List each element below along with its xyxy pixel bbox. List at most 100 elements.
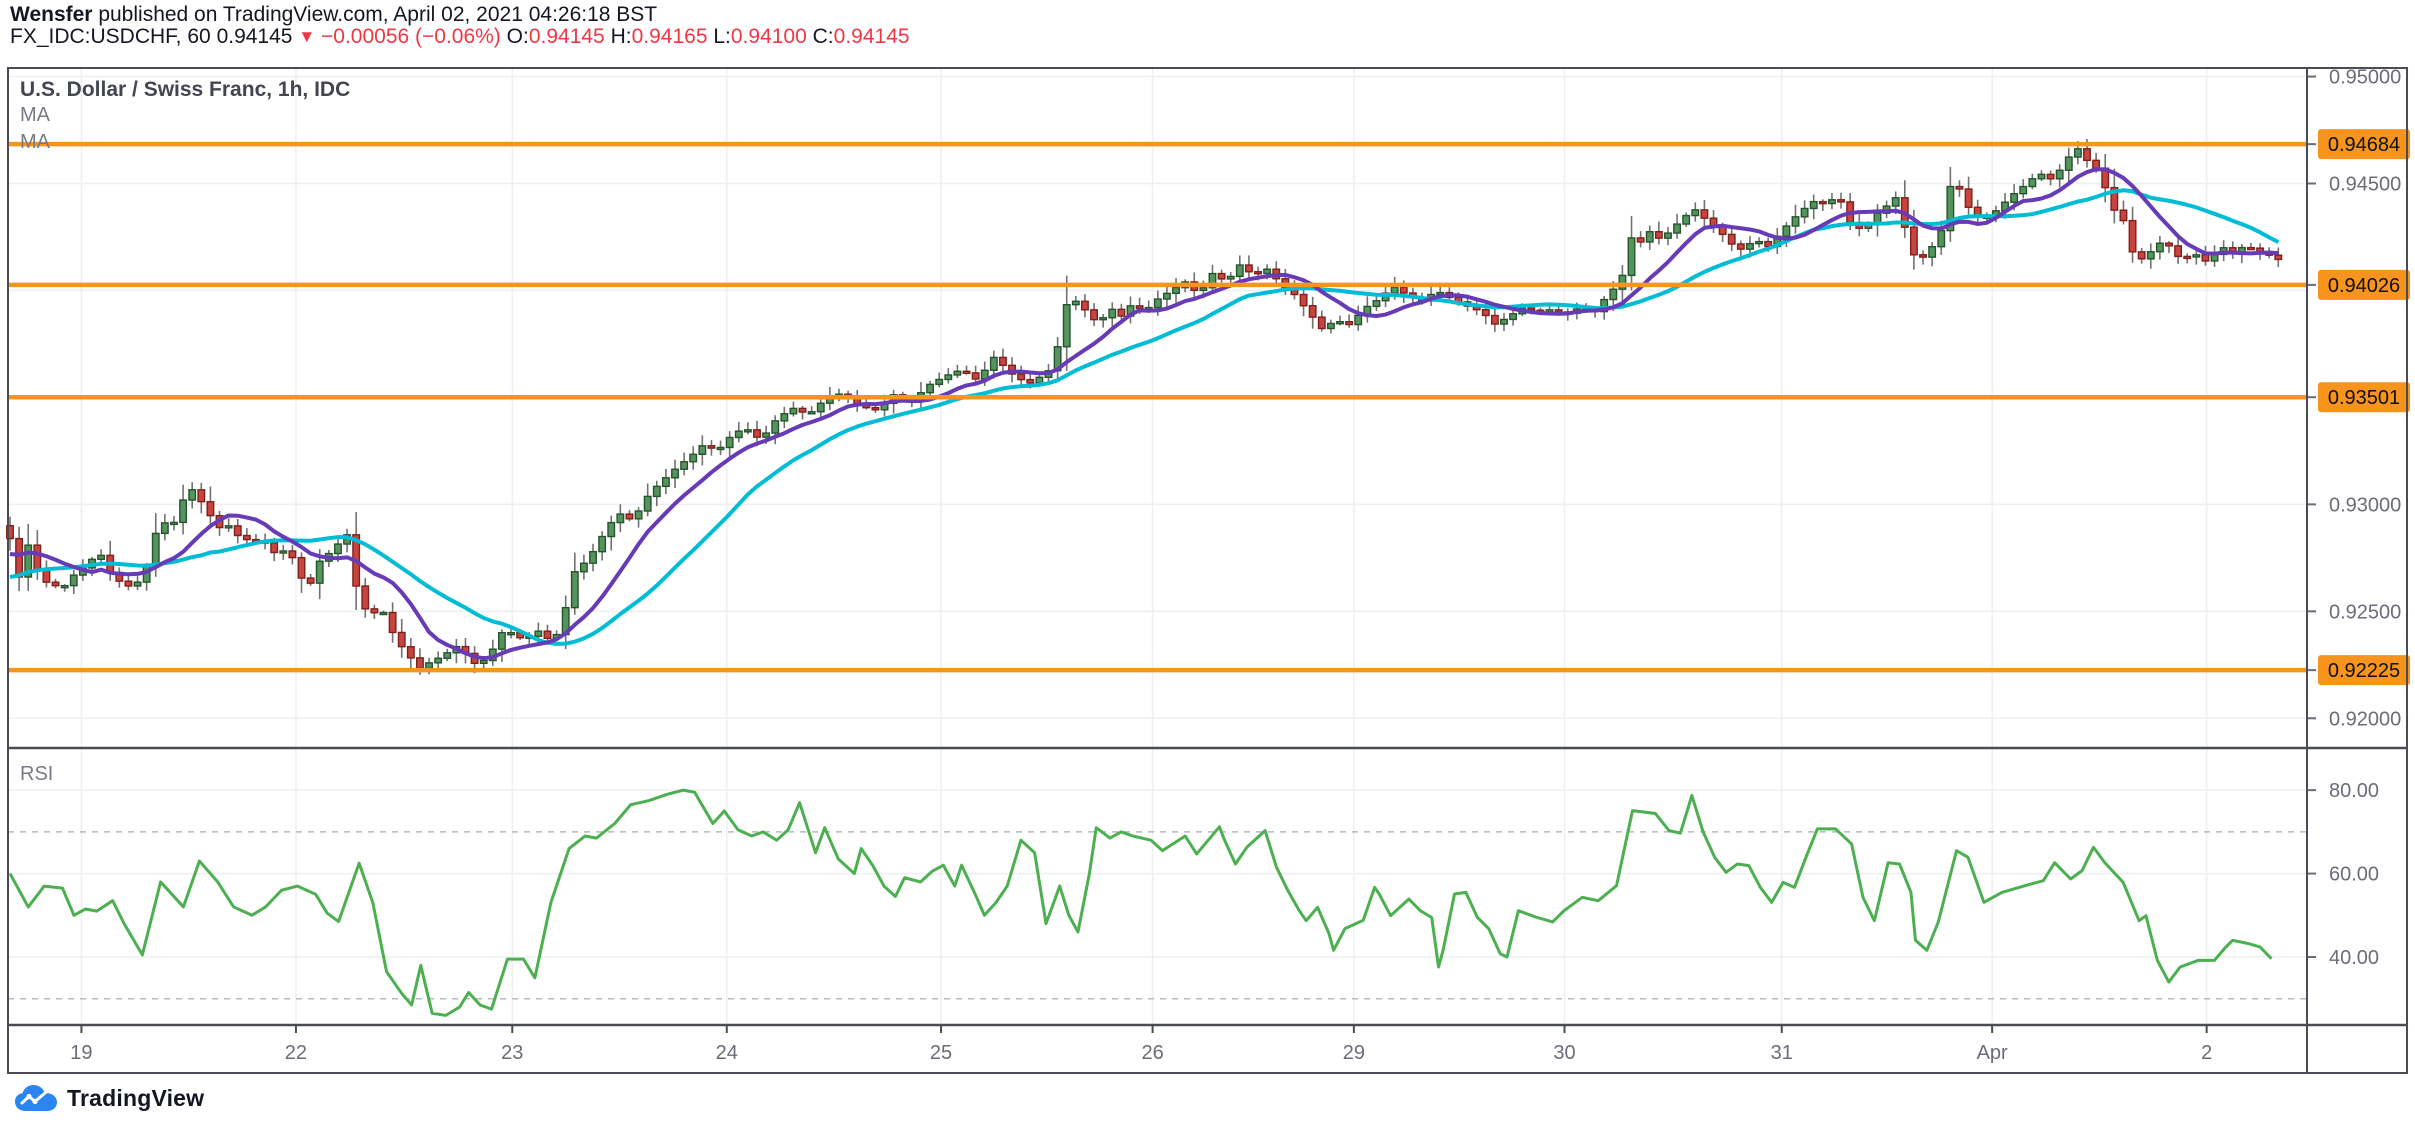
candle-down <box>2110 186 2119 211</box>
candle-up <box>333 543 342 555</box>
candle-up <box>1946 185 1955 232</box>
candle-up <box>2028 178 2037 188</box>
ma-fast-line[interactable] <box>9 167 2279 661</box>
pane-legend-title: U.S. Dollar / Swiss Franc, 1h, IDC <box>20 78 351 101</box>
time-axis-label: 19 <box>70 1042 92 1064</box>
candle-up <box>989 356 998 371</box>
chart-background <box>0 68 2415 1073</box>
candle-down <box>1299 293 1308 307</box>
candle-up <box>425 662 433 669</box>
candle-down <box>1017 373 1026 381</box>
candle-down <box>999 356 1007 367</box>
candle-up <box>589 550 597 564</box>
candle-down <box>197 489 206 503</box>
candle-down <box>871 407 880 411</box>
candle-up <box>179 499 188 524</box>
candle-up <box>1208 272 1217 289</box>
candle-up <box>716 446 725 451</box>
price-level-badge-label: 0.94026 <box>2328 275 2400 297</box>
candle-up <box>1099 317 1108 321</box>
candle-down <box>242 534 251 541</box>
candle-up <box>97 554 106 561</box>
candle-down <box>1026 378 1035 384</box>
candle-down <box>233 525 242 537</box>
publish-line: Wensfer published on TradingView.com, Ap… <box>10 4 657 26</box>
candle-up <box>689 453 698 463</box>
tradingview-logo[interactable]: TradingView <box>14 1084 204 1112</box>
candle-up <box>743 429 752 433</box>
symbol-interval: FX_IDC:USDCHF, 60 <box>10 25 211 48</box>
candle-down <box>2119 209 2128 222</box>
candle-down <box>124 580 133 587</box>
time-axis-label: 26 <box>1141 1042 1163 1064</box>
candle-down <box>1490 314 1499 325</box>
ma-slow-line[interactable] <box>9 188 2280 646</box>
candle-down <box>1317 316 1326 330</box>
candle-up <box>634 510 643 520</box>
candle-up <box>1782 225 1791 237</box>
candle-down <box>1345 321 1354 326</box>
close-value: 0.94145 <box>833 25 910 48</box>
candle-up <box>479 659 488 665</box>
candle-up <box>1035 376 1044 384</box>
candle-down <box>1837 199 1845 203</box>
candle-down <box>406 645 415 659</box>
price-axis-label: 0.92500 <box>2329 601 2401 623</box>
candle-up <box>188 489 197 501</box>
ma-slow-legend: MA <box>20 131 50 153</box>
candle-down <box>1308 305 1317 318</box>
candle-down <box>971 372 980 380</box>
candle-up <box>1172 286 1180 295</box>
candle-up <box>170 521 178 526</box>
ma-fast-legend: MA <box>20 104 50 126</box>
rsi-axis-label: 80.00 <box>2329 780 2379 802</box>
candle-up <box>698 445 707 456</box>
candle-up <box>1354 314 1363 326</box>
price-level-badge-label: 0.92225 <box>2328 660 2400 682</box>
candle-up <box>1390 286 1399 294</box>
candle-up <box>434 657 443 664</box>
rsi-line[interactable] <box>8 788 2273 1017</box>
candle-up <box>507 632 515 636</box>
price-level-badge <box>2318 382 2410 413</box>
open-label: O: <box>506 25 529 48</box>
candle-down <box>798 407 807 413</box>
candle-down <box>1736 243 1745 250</box>
candle-up <box>1372 300 1381 308</box>
candle-down <box>707 445 716 449</box>
open-value: 0.94145 <box>528 25 605 48</box>
candle-down <box>2137 251 2146 260</box>
candle-up <box>1673 223 1682 234</box>
tradingview-cloud-icon <box>15 1085 57 1111</box>
price-level-badge <box>2318 655 2410 686</box>
candle-down <box>15 537 24 578</box>
candle-down <box>1399 286 1408 294</box>
candle-down <box>2165 242 2173 247</box>
candle-up <box>151 532 160 568</box>
candle-up <box>379 611 388 616</box>
price-axis-label: 0.92000 <box>2329 708 2401 730</box>
candle-up <box>643 495 652 512</box>
candle-up <box>1226 275 1235 280</box>
rsi-legend: RSI <box>20 763 54 785</box>
candle-down <box>2128 219 2137 253</box>
candle-up <box>1682 214 1691 225</box>
candle-up <box>1235 264 1244 278</box>
candle-up <box>816 402 825 413</box>
candle-up <box>671 468 679 479</box>
candle-up <box>652 485 661 498</box>
chart-frame <box>7 67 2408 1074</box>
candle-down <box>33 544 42 572</box>
candle-down <box>1254 271 1262 275</box>
rsi-axis-label: 60.00 <box>2329 864 2379 886</box>
time-axis-label: Apr <box>1977 1042 2008 1064</box>
candle-up <box>1509 313 1518 321</box>
candle-down <box>370 608 379 614</box>
candle-down <box>2092 159 2101 169</box>
candle-down <box>2174 245 2183 258</box>
candle-up <box>780 413 789 422</box>
candle-down <box>288 550 297 559</box>
time-axis-label: 25 <box>930 1042 952 1064</box>
rsi-axis-label: 40.00 <box>2329 947 2379 969</box>
